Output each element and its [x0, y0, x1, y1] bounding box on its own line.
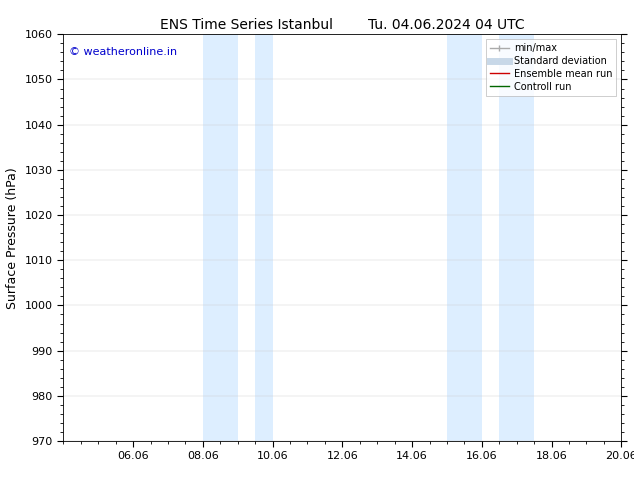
Text: © weatheronline.in: © weatheronline.in [69, 47, 177, 56]
Y-axis label: Surface Pressure (hPa): Surface Pressure (hPa) [6, 167, 19, 309]
Bar [203, 34, 238, 441]
Title: ENS Time Series Istanbul        Tu. 04.06.2024 04 UTC: ENS Time Series Istanbul Tu. 04.06.2024 … [160, 18, 525, 32]
Bar [255, 34, 273, 441]
Bar [447, 34, 482, 441]
Bar [500, 34, 534, 441]
Legend: min/max, Standard deviation, Ensemble mean run, Controll run: min/max, Standard deviation, Ensemble me… [486, 39, 616, 96]
